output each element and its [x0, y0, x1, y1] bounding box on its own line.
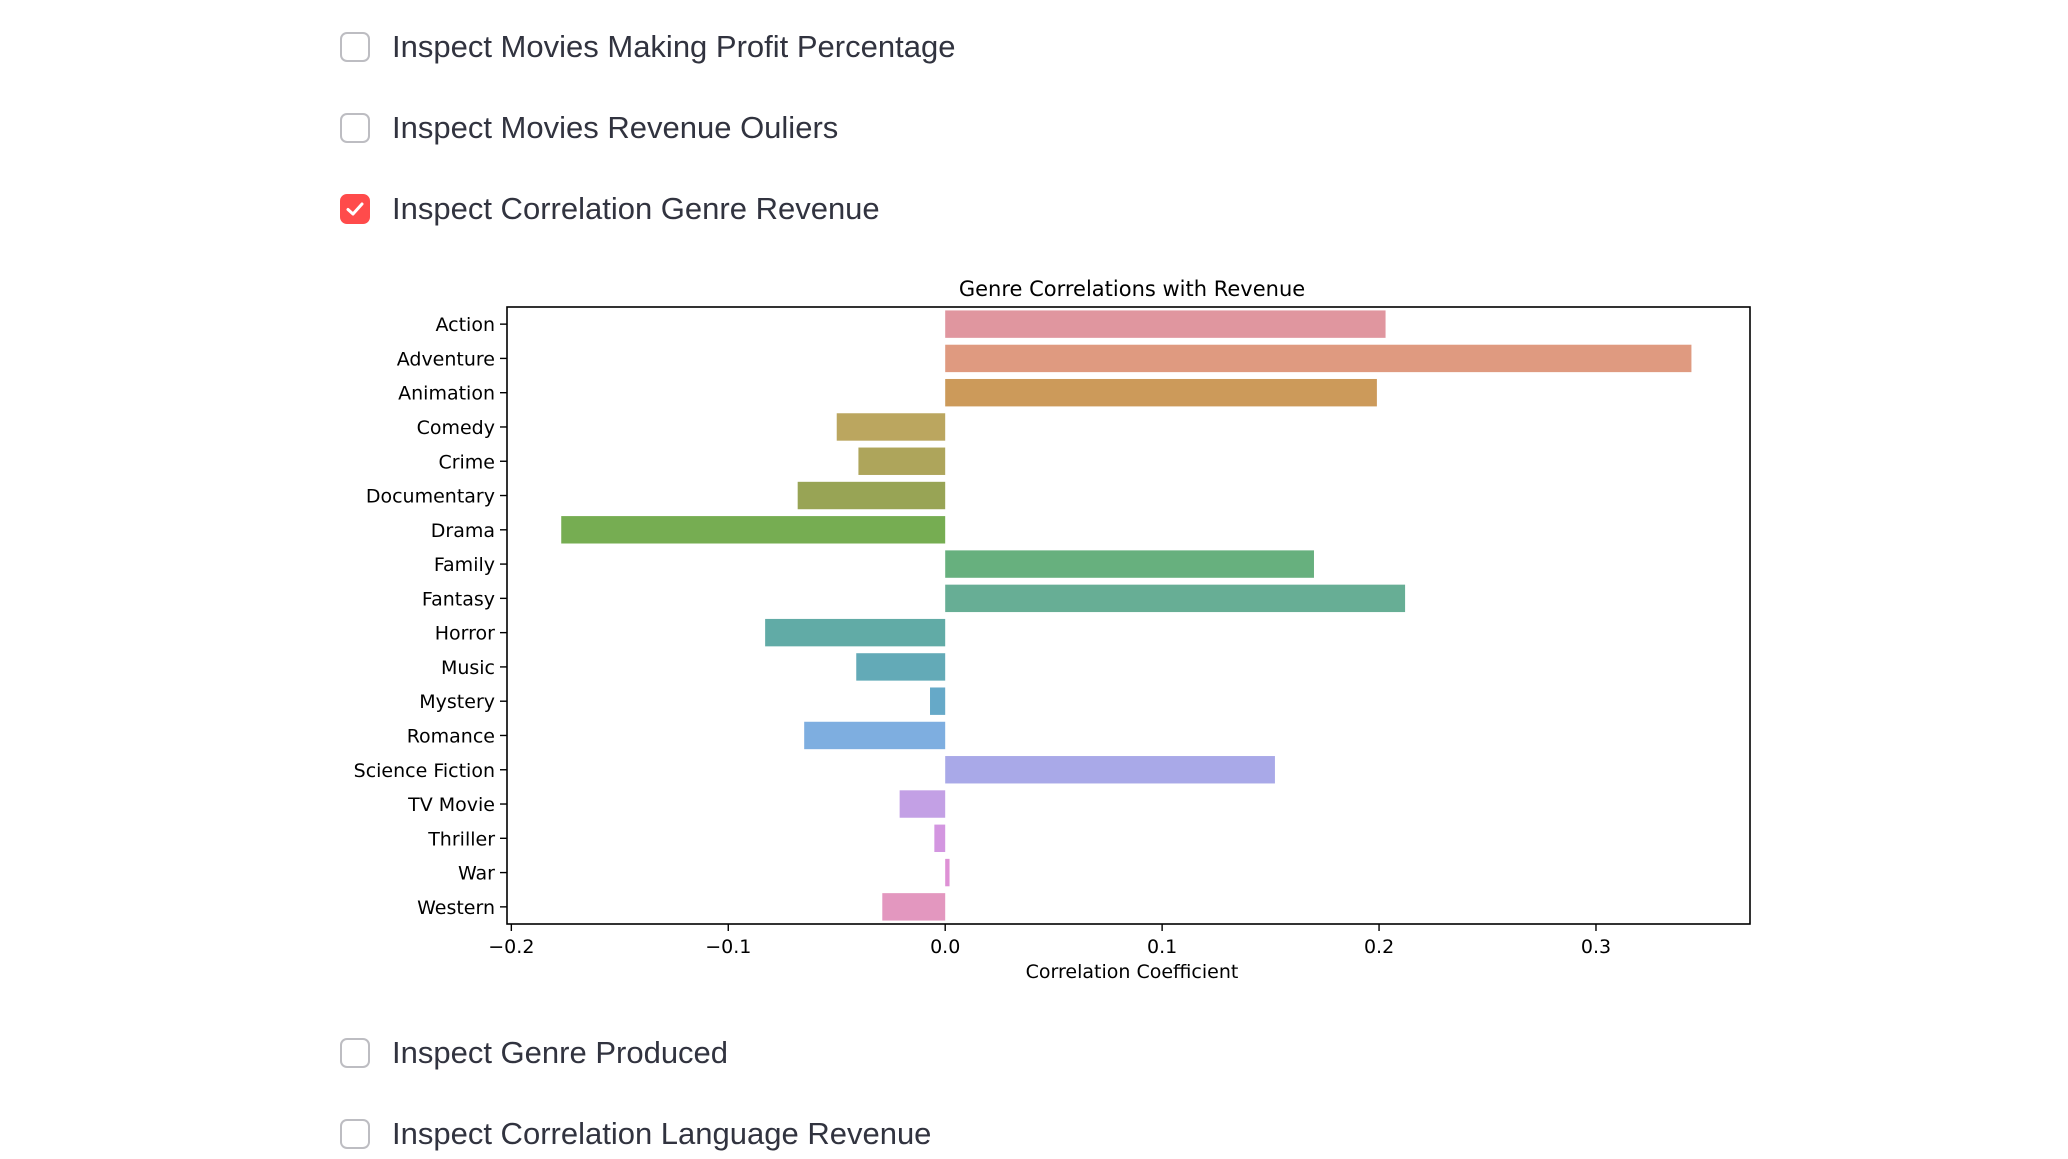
- y-tick-label: War: [458, 863, 495, 885]
- checkbox-icon[interactable]: [340, 1119, 370, 1149]
- checkbox-icon[interactable]: [340, 1038, 370, 1068]
- x-tick-label: 0.2: [1364, 936, 1394, 958]
- x-tick-label: 0.1: [1147, 936, 1177, 958]
- checkbox-icon[interactable]: [340, 113, 370, 143]
- chart-plot-frame: [506, 306, 1751, 925]
- y-tick-label: Romance: [407, 725, 495, 747]
- y-tick-label: Animation: [398, 383, 495, 405]
- y-tick-label: Music: [441, 657, 495, 679]
- chart-y-axis: Action Adventure Animation Comedy Crime Docum…: [354, 314, 507, 919]
- checkbox-label: Inspect Genre Produced: [392, 1035, 729, 1070]
- chart-x-axis: −0.2 −0.1 0.0 0.1 0.2 0.3: [488, 924, 1611, 958]
- chart-x-axis-label: Correlation Coefficient: [1026, 961, 1239, 983]
- y-tick-label: Crime: [438, 451, 495, 473]
- bar-western: [882, 893, 946, 921]
- genre-correlation-chart: Genre Correlations with Revenue Action Ad…: [340, 260, 1760, 990]
- bar-science-fiction: [945, 756, 1275, 784]
- checkbox-label: Inspect Movies Revenue Ouliers: [392, 110, 839, 145]
- bar-romance: [804, 721, 946, 750]
- chart-bars: [561, 310, 1692, 921]
- bar-war: [945, 858, 950, 887]
- checkmark-icon: [346, 202, 364, 216]
- bar-music: [856, 653, 946, 681]
- y-tick-label: Western: [417, 897, 495, 919]
- y-tick-label: Mystery: [419, 691, 495, 713]
- y-tick-label: Science Fiction: [354, 760, 495, 782]
- bar-horror: [765, 618, 946, 647]
- checkbox-profit-percentage[interactable]: Inspect Movies Making Profit Percentage: [340, 22, 955, 72]
- checkbox-correlation-language-revenue[interactable]: Inspect Correlation Language Revenue: [340, 1109, 931, 1159]
- checkbox-revenue-outliers[interactable]: Inspect Movies Revenue Ouliers: [340, 103, 838, 153]
- chart-title: Genre Correlations with Revenue: [959, 277, 1305, 301]
- checkbox-genre-produced[interactable]: Inspect Genre Produced: [340, 1028, 728, 1078]
- y-tick-label: Action: [435, 314, 495, 336]
- checkbox-icon[interactable]: [340, 32, 370, 62]
- y-tick-label: Family: [434, 554, 495, 576]
- x-tick-label: −0.2: [488, 936, 534, 958]
- bar-thriller: [934, 824, 946, 853]
- checkbox-label: Inspect Correlation Language Revenue: [392, 1116, 932, 1151]
- checkbox-label: Inspect Correlation Genre Revenue: [392, 191, 880, 226]
- x-tick-label: 0.3: [1581, 936, 1611, 958]
- checkbox-correlation-genre-revenue[interactable]: Inspect Correlation Genre Revenue: [340, 184, 880, 234]
- y-tick-label: Thriller: [427, 828, 495, 850]
- bar-comedy: [836, 413, 946, 441]
- bar-tv-movie: [899, 790, 946, 818]
- y-tick-label: Horror: [435, 623, 495, 645]
- bar-drama: [561, 516, 946, 544]
- bar-adventure: [945, 344, 1692, 373]
- y-tick-label: Drama: [431, 520, 495, 542]
- chart-svg: Genre Correlations with Revenue Action Ad…: [354, 277, 1751, 983]
- y-tick-label: Adventure: [397, 348, 495, 370]
- bar-documentary: [797, 481, 946, 510]
- bar-action: [945, 310, 1386, 338]
- bar-family: [945, 550, 1314, 578]
- checkbox-checked-icon[interactable]: [340, 194, 370, 224]
- checkbox-label: Inspect Movies Making Profit Percentage: [392, 29, 956, 64]
- y-tick-label: Fantasy: [422, 588, 495, 610]
- bar-fantasy: [945, 584, 1406, 613]
- y-tick-label: TV Movie: [407, 794, 495, 816]
- bar-animation: [945, 378, 1377, 407]
- x-tick-label: −0.1: [705, 936, 751, 958]
- y-tick-label: Documentary: [366, 486, 495, 508]
- x-tick-label: 0.0: [930, 936, 960, 958]
- y-tick-label: Comedy: [417, 417, 495, 439]
- bar-crime: [858, 447, 946, 475]
- bar-mystery: [930, 687, 946, 715]
